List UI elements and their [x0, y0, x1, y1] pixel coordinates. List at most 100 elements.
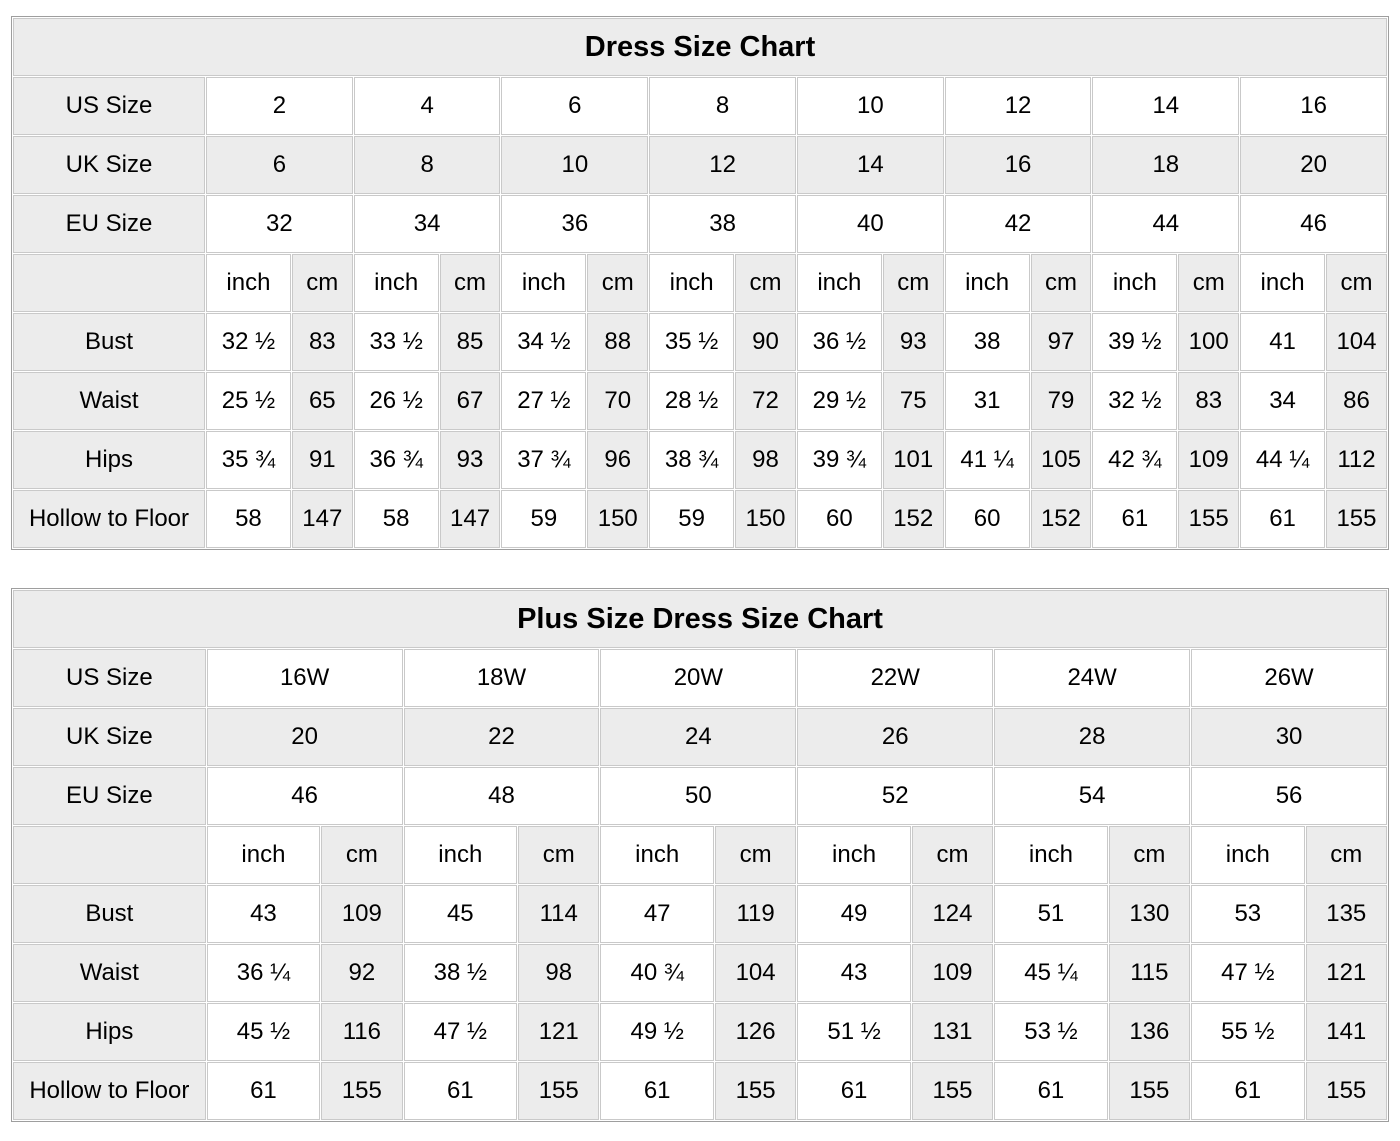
measure-inch-value-cell: 43 [206, 885, 321, 943]
measure-inch-value-cell: 25 ½ [206, 372, 291, 430]
measure-cm-value-cell: 96 [587, 431, 649, 489]
measure-inch-value-cell: 45 ½ [206, 1003, 321, 1061]
size-value-cell: 8 [649, 77, 796, 135]
measure-inch-value-cell: 35 ½ [649, 313, 735, 371]
measure-inch-value-cell: 34 ½ [501, 313, 587, 371]
unit-inch-header-cell: inch [206, 826, 321, 884]
measure-inch-value-cell: 47 [600, 885, 714, 943]
measure-inch-value-cell: 43 [797, 944, 911, 1002]
measure-cm-value-cell: 119 [714, 885, 797, 943]
measure-cm-value-cell: 131 [911, 1003, 994, 1061]
size-value-cell: 24 [600, 708, 797, 766]
plus-size-dress-size-chart-table: Plus Size Dress Size Chart US Size 16W 18W 2… [11, 588, 1389, 1122]
size-value-cell: 44 [1092, 195, 1240, 253]
measure-inch-value-cell: 38 ¾ [649, 431, 735, 489]
unit-inch-header-cell: inch [403, 826, 518, 884]
measure-row-label: Bust [13, 313, 206, 371]
unit-inch-header-cell: inch [600, 826, 714, 884]
measure-cm-value-cell: 155 [1305, 1062, 1387, 1120]
unit-cm-header-cell: cm [911, 826, 994, 884]
measure-inch-value-cell: 61 [403, 1062, 518, 1120]
measure-cm-value-cell: 150 [587, 490, 649, 548]
size-value-cell: 2 [206, 77, 353, 135]
size-value-cell: 28 [994, 708, 1191, 766]
measure-cm-value-cell: 112 [1325, 431, 1387, 489]
measure-cm-value-cell: 155 [1178, 490, 1240, 548]
measure-inch-value-cell: 32 ½ [206, 313, 291, 371]
unit-cm-header-cell: cm [291, 254, 353, 312]
size-value-cell: 46 [1240, 195, 1387, 253]
unit-cm-header-cell: cm [321, 826, 403, 884]
unit-row-spacer-cell [13, 254, 206, 312]
measure-cm-value-cell: 83 [1178, 372, 1240, 430]
measure-inch-value-cell: 41 ¼ [944, 431, 1030, 489]
measure-inch-value-cell: 37 ¾ [501, 431, 587, 489]
measure-inch-value-cell: 36 ¼ [206, 944, 321, 1002]
measure-inch-value-cell: 45 ¼ [994, 944, 1108, 1002]
unit-inch-header-cell: inch [501, 254, 587, 312]
measure-row-label: Waist [13, 944, 206, 1002]
measure-inch-value-cell: 49 ½ [600, 1003, 714, 1061]
measure-cm-value-cell: 150 [735, 490, 796, 548]
size-value-cell: 24W [994, 649, 1191, 707]
measure-inch-value-cell: 45 [403, 885, 518, 943]
size-row-label: UK Size [13, 708, 206, 766]
unit-inch-header-cell: inch [797, 826, 911, 884]
measure-cm-value-cell: 92 [321, 944, 403, 1002]
measure-cm-value-cell: 155 [1108, 1062, 1191, 1120]
measure-inch-value-cell: 53 [1191, 885, 1305, 943]
measure-inch-value-cell: 61 [797, 1062, 911, 1120]
unit-cm-header-cell: cm [1178, 254, 1240, 312]
measure-cm-value-cell: 135 [1305, 885, 1387, 943]
size-row-label: EU Size [13, 767, 206, 825]
measure-row-label: Hips [13, 1003, 206, 1061]
measure-cm-value-cell: 93 [882, 313, 944, 371]
size-value-cell: 12 [649, 136, 796, 194]
size-value-cell: 16 [1240, 77, 1387, 135]
measure-cm-value-cell: 105 [1030, 431, 1092, 489]
measure-cm-value-cell: 147 [439, 490, 501, 548]
measure-inch-value-cell: 55 ½ [1191, 1003, 1305, 1061]
measure-cm-value-cell: 100 [1178, 313, 1240, 371]
measure-inch-value-cell: 29 ½ [796, 372, 882, 430]
size-value-cell: 10 [501, 136, 649, 194]
measure-cm-value-cell: 152 [882, 490, 944, 548]
measure-inch-value-cell: 61 [1191, 1062, 1305, 1120]
size-value-cell: 18 [1092, 136, 1240, 194]
measure-cm-value-cell: 155 [518, 1062, 600, 1120]
size-value-cell: 36 [501, 195, 649, 253]
measure-inch-value-cell: 39 ¾ [796, 431, 882, 489]
measure-inch-value-cell: 59 [649, 490, 735, 548]
measure-cm-value-cell: 104 [1325, 313, 1387, 371]
size-value-cell: 20 [1240, 136, 1387, 194]
measure-inch-value-cell: 51 ½ [797, 1003, 911, 1061]
measure-inch-value-cell: 53 ½ [994, 1003, 1108, 1061]
measure-cm-value-cell: 115 [1108, 944, 1191, 1002]
measure-cm-value-cell: 85 [439, 313, 501, 371]
measure-cm-value-cell: 88 [587, 313, 649, 371]
measure-cm-value-cell: 116 [321, 1003, 403, 1061]
dress-size-chart-table: Dress Size Chart US Size 2 4 6 8 10 12 14 16 UK Si… [11, 16, 1389, 550]
measure-inch-value-cell: 51 [994, 885, 1108, 943]
unit-inch-header-cell: inch [994, 826, 1108, 884]
measure-cm-value-cell: 93 [439, 431, 501, 489]
measure-inch-value-cell: 47 ½ [403, 1003, 518, 1061]
size-value-cell: 14 [796, 136, 944, 194]
measure-inch-value-cell: 39 ½ [1092, 313, 1178, 371]
unit-inch-header-cell: inch [206, 254, 291, 312]
size-value-cell: 6 [206, 136, 353, 194]
measure-inch-value-cell: 60 [944, 490, 1030, 548]
table-title: Plus Size Dress Size Chart [13, 590, 1387, 648]
size-value-cell: 16 [944, 136, 1092, 194]
unit-inch-header-cell: inch [353, 254, 439, 312]
size-value-cell: 52 [797, 767, 994, 825]
unit-cm-header-cell: cm [439, 254, 501, 312]
unit-cm-header-cell: cm [1030, 254, 1092, 312]
measure-cm-value-cell: 109 [911, 944, 994, 1002]
size-value-cell: 42 [944, 195, 1092, 253]
measure-cm-value-cell: 136 [1108, 1003, 1191, 1061]
measure-inch-value-cell: 42 ¾ [1092, 431, 1178, 489]
unit-cm-header-cell: cm [735, 254, 796, 312]
measure-inch-value-cell: 47 ½ [1191, 944, 1305, 1002]
measure-cm-value-cell: 152 [1030, 490, 1092, 548]
